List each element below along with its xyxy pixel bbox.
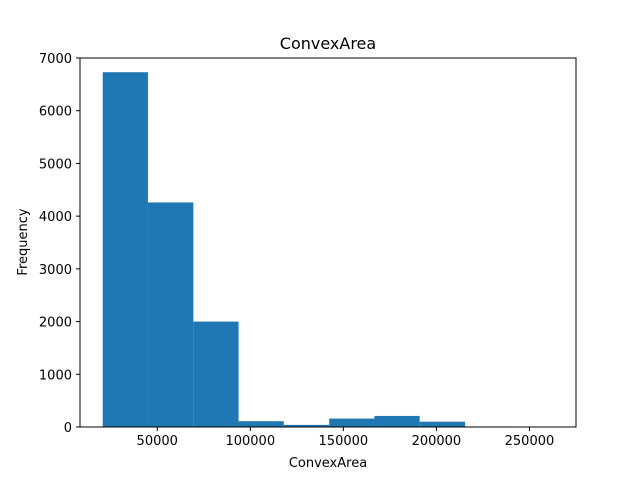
histogram-bar-1 <box>147 202 194 427</box>
histogram-bar-3 <box>238 421 284 427</box>
y-tick-label-5: 5000 <box>39 157 72 172</box>
histogram-bar-2 <box>193 321 239 427</box>
y-tick-label-1: 1000 <box>39 368 72 383</box>
y-axis: 0 1000 2000 3000 4000 5000 6000 7000 <box>39 52 80 436</box>
histogram-bar-5 <box>329 418 375 427</box>
chart-title: ConvexArea <box>280 34 376 53</box>
y-axis-title: Frequency <box>16 208 31 275</box>
y-tick-label-3: 3000 <box>39 263 72 278</box>
x-tick-label-2: 150000 <box>319 434 369 449</box>
x-axis: 50000 100000 150000 200000 250000 <box>137 427 555 449</box>
x-tick-label-3: 200000 <box>412 434 462 449</box>
plot-frame <box>79 57 577 428</box>
x-tick-label-0: 50000 <box>137 434 178 449</box>
bars-group <box>102 72 556 428</box>
histogram-bar-7 <box>419 421 466 427</box>
x-tick-label-1: 100000 <box>225 434 275 449</box>
x-tick-label-4: 250000 <box>505 434 555 449</box>
histogram-bar-0 <box>102 72 148 428</box>
y-tick-label-0: 0 <box>64 421 72 436</box>
y-tick-label-7: 7000 <box>39 52 72 67</box>
y-tick-label-2: 2000 <box>39 316 72 331</box>
histogram-bar-6 <box>374 415 420 427</box>
x-axis-title: ConvexArea <box>289 456 367 471</box>
y-tick-label-6: 6000 <box>39 105 72 120</box>
histogram-bar-4 <box>283 424 330 427</box>
y-tick-label-4: 4000 <box>39 210 72 225</box>
